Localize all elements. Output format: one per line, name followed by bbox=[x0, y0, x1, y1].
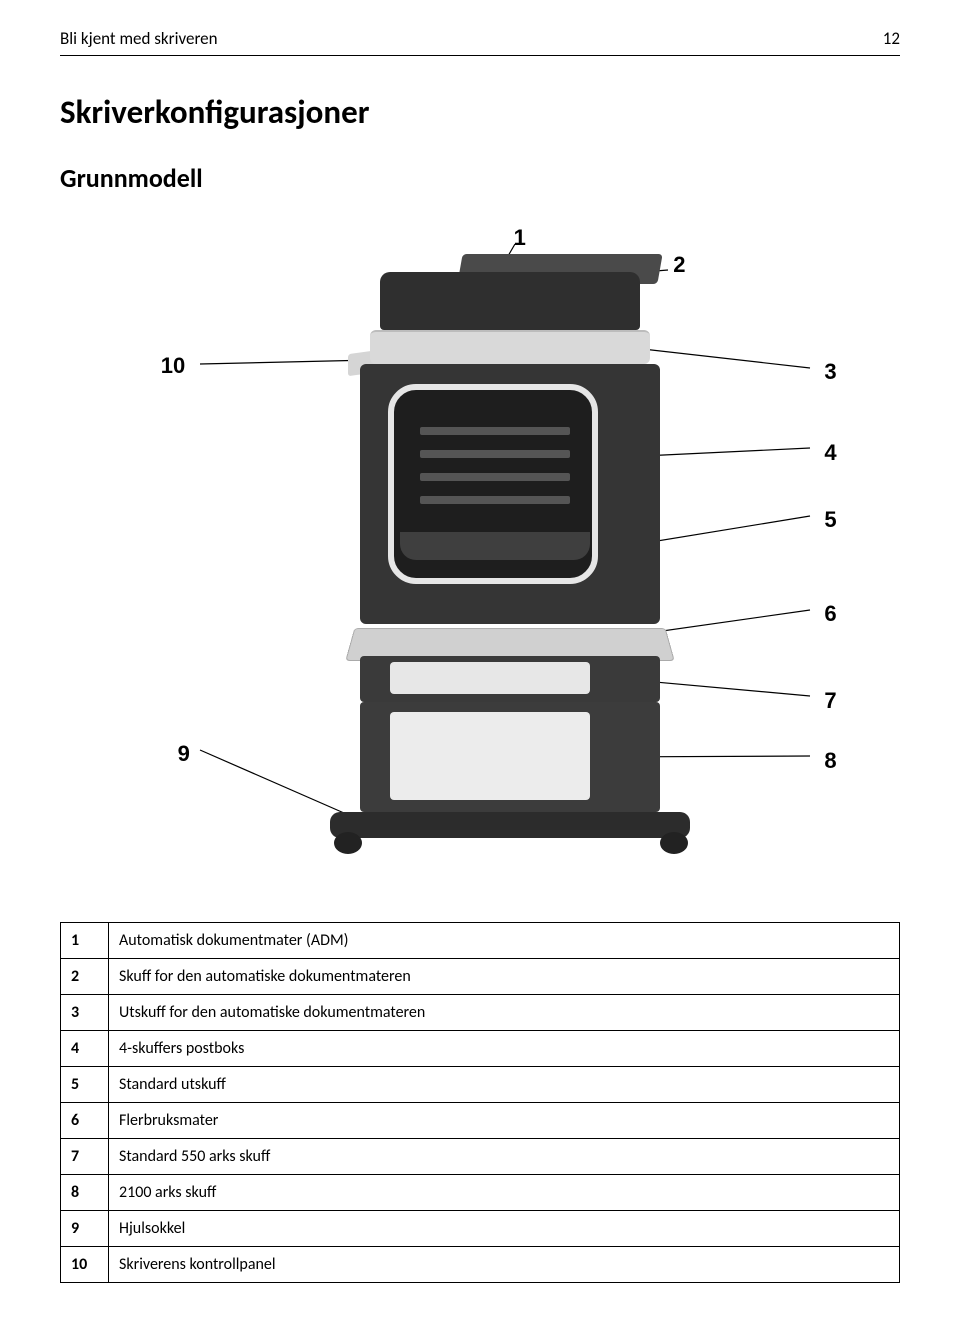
part-label: Hjulsokkel bbox=[109, 1211, 900, 1247]
table-row: 1 Automatisk dokumentmater (ADM) bbox=[61, 923, 900, 959]
part-num: 6 bbox=[61, 1103, 109, 1139]
table-row: 7 Standard 550 arks skuff bbox=[61, 1139, 900, 1175]
part-label: Standard 550 arks skuff bbox=[109, 1139, 900, 1175]
parts-tbody: 1 Automatisk dokumentmater (ADM) 2 Skuff… bbox=[61, 923, 900, 1283]
parts-table: 1 Automatisk dokumentmater (ADM) 2 Skuff… bbox=[60, 922, 900, 1283]
part-label: Flerbruksmater bbox=[109, 1103, 900, 1139]
part-label: Automatisk dokumentmater (ADM) bbox=[109, 923, 900, 959]
part-num: 7 bbox=[61, 1139, 109, 1175]
part-num: 10 bbox=[61, 1247, 109, 1283]
callout-6: 6 bbox=[824, 601, 836, 627]
part-label: 2100 arks skuff bbox=[109, 1175, 900, 1211]
table-row: 10 Skriverens kontrollpanel bbox=[61, 1247, 900, 1283]
part-num: 9 bbox=[61, 1211, 109, 1247]
sub-title: Grunnmodell bbox=[60, 162, 900, 194]
part-num: 3 bbox=[61, 995, 109, 1031]
table-row: 3 Utskuff for den automatiske dokumentma… bbox=[61, 995, 900, 1031]
part-num: 5 bbox=[61, 1067, 109, 1103]
table-row: 4 4-skuffers postboks bbox=[61, 1031, 900, 1067]
table-row: 2 Skuff for den automatiske dokumentmate… bbox=[61, 959, 900, 995]
header-title: Bli kjent med skriveren bbox=[60, 28, 218, 49]
table-row: 6 Flerbruksmater bbox=[61, 1103, 900, 1139]
callout-9: 9 bbox=[178, 741, 190, 767]
callout-4: 4 bbox=[824, 440, 836, 466]
section-title: Skriverkonfigurasjoner bbox=[60, 92, 900, 132]
callout-1: 1 bbox=[514, 225, 526, 251]
part-num: 1 bbox=[61, 923, 109, 959]
part-label: 4-skuffers postboks bbox=[109, 1031, 900, 1067]
callout-10: 10 bbox=[161, 353, 185, 379]
part-label: Standard utskuff bbox=[109, 1067, 900, 1103]
callout-5: 5 bbox=[824, 507, 836, 533]
table-row: 5 Standard utskuff bbox=[61, 1067, 900, 1103]
page-header: Bli kjent med skriveren 12 bbox=[60, 28, 900, 56]
callout-7: 7 bbox=[824, 688, 836, 714]
table-row: 9 Hjulsokkel bbox=[61, 1211, 900, 1247]
part-num: 4 bbox=[61, 1031, 109, 1067]
part-num: 2 bbox=[61, 959, 109, 995]
table-row: 8 2100 arks skuff bbox=[61, 1175, 900, 1211]
part-num: 8 bbox=[61, 1175, 109, 1211]
callout-3: 3 bbox=[824, 359, 836, 385]
part-label: Utskuff for den automatiske dokumentmate… bbox=[109, 995, 900, 1031]
callout-2: 2 bbox=[673, 252, 685, 278]
page-number: 12 bbox=[883, 28, 900, 49]
callout-8: 8 bbox=[824, 748, 836, 774]
printer-diagram: 1 2 3 4 5 6 7 8 9 10 bbox=[60, 212, 900, 882]
part-label: Skuff for den automatiske dokumentmatere… bbox=[109, 959, 900, 995]
part-label: Skriverens kontrollpanel bbox=[109, 1247, 900, 1283]
